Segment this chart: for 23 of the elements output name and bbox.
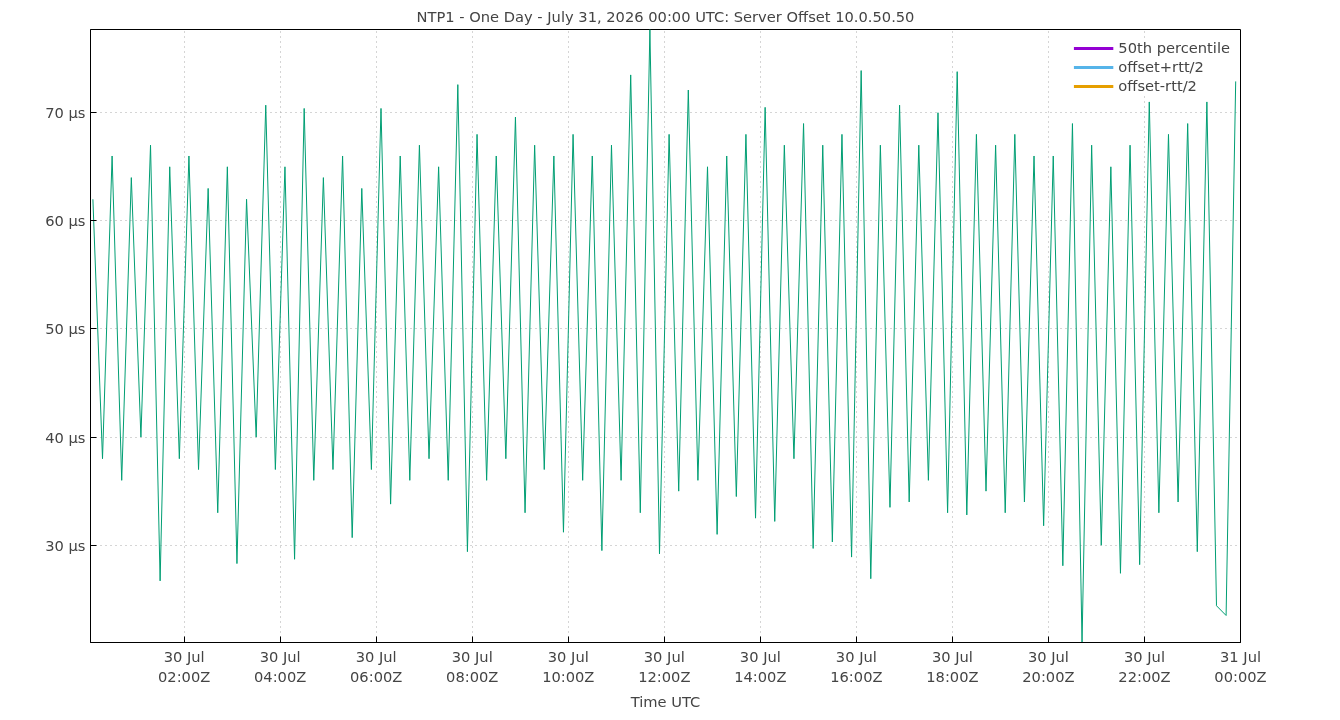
legend-label: 50th percentile [1118, 39, 1230, 56]
chart-title: NTP1 - One Day - July 31, 2026 00:00 UTC: Server Offset 10.0.50.50 [416, 7, 915, 25]
x-tick-label: 30 Jul 12:00Z [638, 647, 691, 685]
x-tick-label: 30 Jul 18:00Z [926, 647, 979, 685]
x-tick-label: 30 Jul 16:00Z [830, 647, 883, 685]
legend-label: offset+rtt/2 [1118, 58, 1204, 75]
y-tick-label: 50 µs [45, 320, 86, 338]
x-tick-label: 30 Jul 22:00Z [1118, 647, 1171, 685]
y-tick-label: 40 µs [45, 428, 86, 446]
x-tick-label: 30 Jul 10:00Z [542, 647, 595, 685]
y-tick-label: 70 µs [45, 104, 86, 122]
legend-label: offset-rtt/2 [1118, 77, 1197, 94]
x-tick-label: 31 Jul 00:00Z [1214, 647, 1267, 685]
y-tick-label: 60 µs [45, 212, 86, 230]
x-tick-label: 30 Jul 14:00Z [734, 647, 787, 685]
y-tick-label: 30 µs [45, 536, 86, 554]
x-tick-label: 30 Jul 08:00Z [446, 647, 499, 685]
line-series [92, 29, 1237, 643]
x-tick-label: 30 Jul 04:00Z [254, 647, 307, 685]
x-tick-label: 30 Jul 06:00Z [350, 647, 403, 685]
x-tick-label: 30 Jul 02:00Z [157, 647, 211, 685]
x-tick-label: 30 Jul 20:00Z [1022, 647, 1075, 685]
x-axis-title: Time UTC [629, 692, 701, 710]
